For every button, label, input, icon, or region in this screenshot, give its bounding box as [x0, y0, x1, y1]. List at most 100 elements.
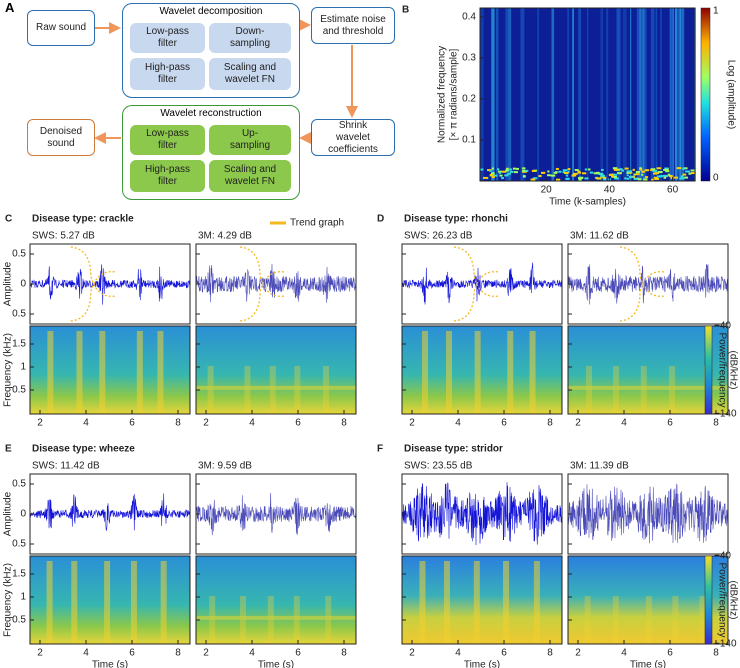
noise — [668, 175, 673, 178]
noise — [619, 172, 623, 175]
colorbar-label: (dB/kHz) — [727, 351, 738, 390]
colorbar-tick-label: 1 — [713, 6, 719, 17]
metric: 3M: 9.59 dB — [198, 461, 252, 472]
spectral-event — [612, 596, 619, 644]
spectral-event — [207, 366, 214, 414]
spectral-event — [293, 596, 300, 644]
noise — [584, 177, 589, 180]
stripe — [572, 8, 575, 181]
noise — [501, 177, 504, 180]
plot-frame — [29, 325, 191, 415]
noise — [621, 169, 625, 172]
noise — [601, 168, 604, 171]
arrows — [94, 19, 358, 144]
spectral-event — [157, 331, 164, 414]
noise — [624, 167, 629, 170]
y-axis-label: Normalized frequency — [437, 46, 448, 143]
noise — [611, 175, 614, 178]
noise — [564, 172, 569, 175]
plot-frame — [401, 325, 563, 415]
spectral-event — [71, 561, 78, 644]
noise — [589, 171, 594, 174]
noise — [674, 176, 679, 179]
stripe — [578, 8, 582, 181]
noise — [682, 173, 687, 176]
noise — [578, 176, 583, 179]
stripe — [505, 8, 508, 181]
panel-label: E — [5, 444, 12, 455]
noise — [679, 177, 685, 180]
waveform — [401, 262, 563, 305]
noise — [656, 167, 662, 170]
noise — [513, 171, 518, 174]
spectral-band — [568, 385, 728, 390]
stripe — [659, 8, 662, 181]
y-tick-label: 0.5 — [12, 249, 26, 260]
noise — [614, 177, 619, 180]
plot-frame — [567, 555, 729, 645]
colorbar-tick-label: −140 — [714, 639, 737, 650]
spectral-event — [473, 561, 480, 644]
x-tick-label: 6 — [667, 418, 673, 429]
noise — [574, 168, 579, 171]
spectral-event — [136, 331, 143, 414]
noise — [497, 168, 500, 171]
noise — [650, 168, 656, 171]
y-axis-label: Amplitude — [3, 261, 14, 306]
noise — [685, 170, 691, 173]
noise — [644, 169, 650, 172]
node: High-pass filter — [130, 160, 205, 192]
stripe — [622, 8, 627, 181]
noise — [504, 174, 509, 177]
noise — [501, 170, 507, 173]
stripe — [616, 8, 621, 181]
noise — [507, 172, 511, 175]
spectral-event — [47, 331, 54, 414]
spectrogram — [30, 326, 190, 414]
y-tick-label: 0.5 — [12, 479, 26, 490]
noise — [637, 178, 642, 181]
stripe — [678, 8, 682, 181]
panel-title: Disease type: rhonchi — [404, 214, 508, 225]
stripe — [587, 8, 589, 181]
spectral-event — [209, 596, 216, 644]
noise — [562, 171, 566, 174]
x-tick-label: 2 — [575, 648, 581, 659]
noise — [491, 176, 495, 179]
noise — [532, 177, 538, 180]
x-tick-label: 6 — [295, 418, 301, 429]
x-tick-label: 4 — [83, 418, 89, 429]
y-tick-label: 0.5 — [12, 385, 26, 396]
spectral-event — [672, 596, 679, 644]
noise — [635, 173, 640, 176]
noise — [688, 172, 692, 175]
spectrogram — [196, 326, 356, 414]
noise — [683, 167, 688, 170]
x-axis-label: Time (s) — [630, 660, 666, 668]
noise — [510, 170, 514, 173]
spectral-band — [196, 385, 356, 390]
node: Scaling and wavelet FN — [209, 160, 291, 192]
x-tick-label: 6 — [129, 648, 135, 659]
y-axis-label: Frequency (kHz) — [3, 563, 14, 637]
x-axis-label: Time (k-samples) — [549, 197, 626, 208]
spectral-event — [419, 561, 426, 644]
noise — [547, 170, 550, 173]
waveform — [195, 263, 357, 303]
panel-title: Disease type: wheeze — [32, 444, 135, 455]
noise — [483, 176, 488, 179]
trend-line — [619, 271, 666, 322]
trend-line — [239, 246, 286, 297]
noise — [628, 170, 632, 173]
x-tick-label: 8 — [175, 418, 181, 429]
noise — [491, 172, 495, 175]
y-tick-label: 0.5 — [12, 309, 26, 320]
plot-frame — [401, 555, 563, 645]
stripe — [636, 8, 641, 181]
noise — [639, 168, 643, 171]
noise — [558, 170, 562, 173]
spectrogram — [196, 556, 356, 644]
stripe — [491, 8, 495, 181]
colorbar-label: Power/frequency — [716, 332, 727, 407]
spectral-event — [104, 561, 111, 644]
